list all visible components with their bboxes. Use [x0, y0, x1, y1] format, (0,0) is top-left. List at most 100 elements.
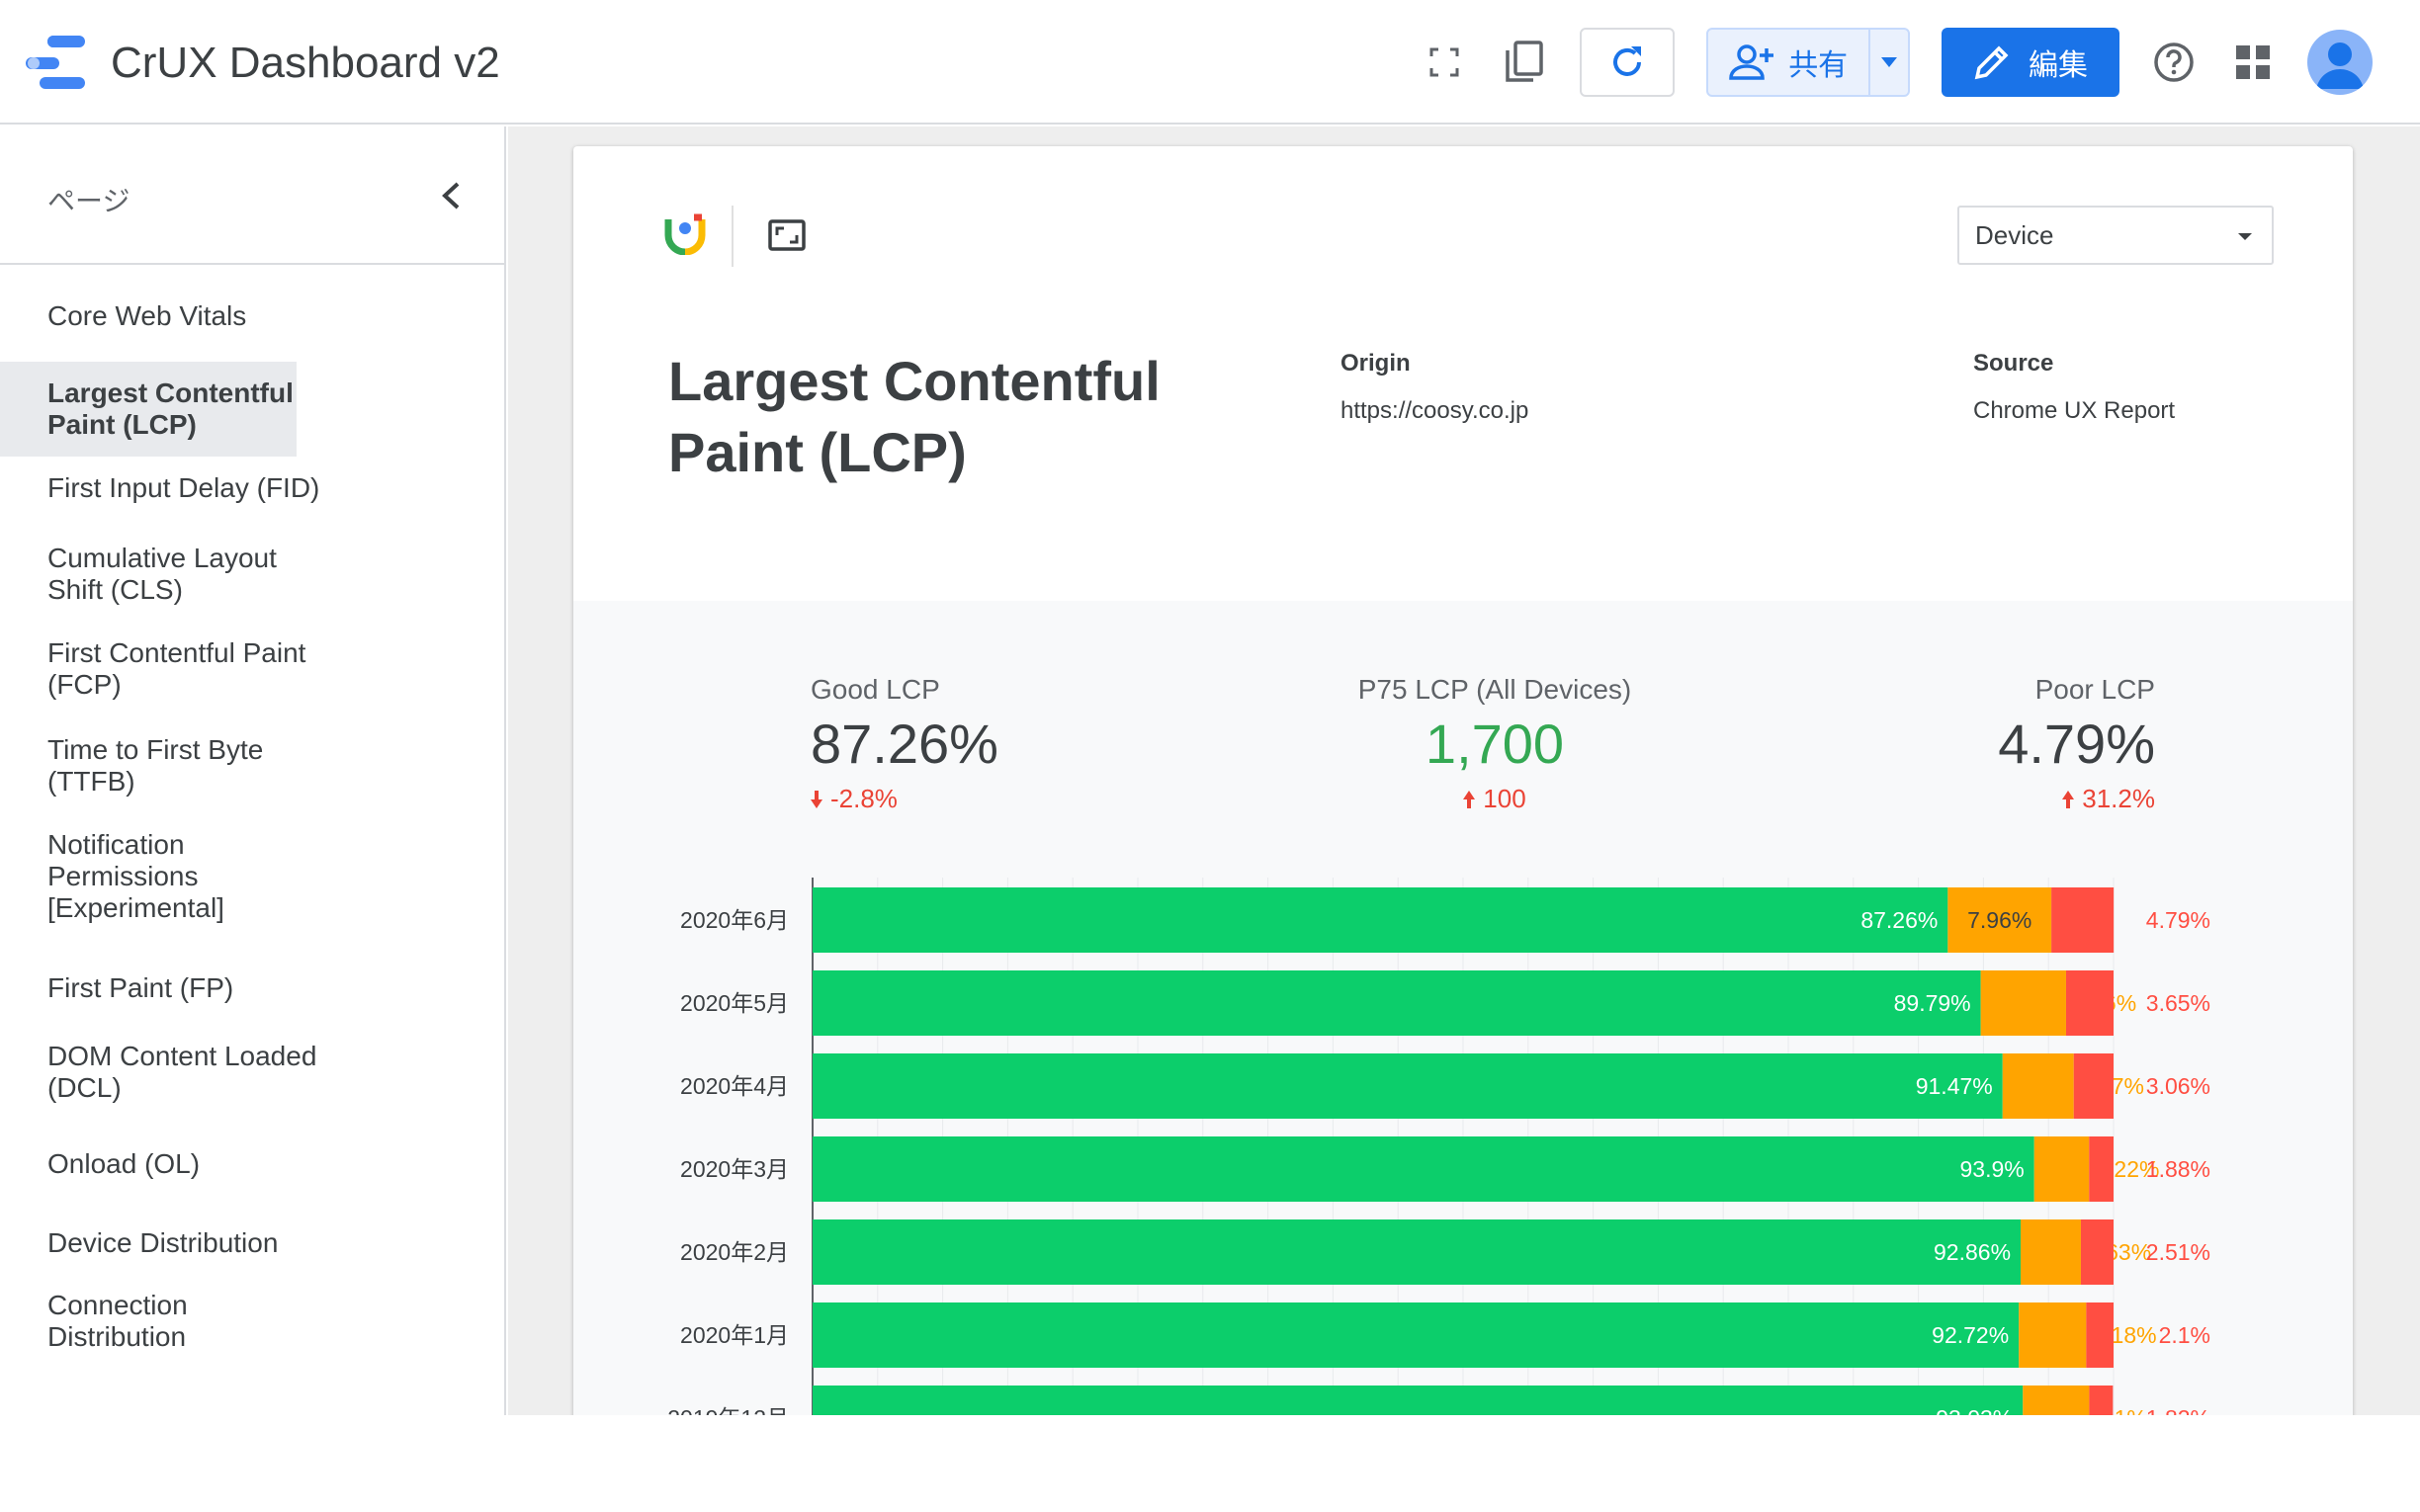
page-item-label: Cumulative Layout Shift (CLS)	[47, 543, 277, 605]
data-label: 1.82%	[2146, 1405, 2210, 1415]
bar-segment	[813, 1053, 2003, 1119]
kpi-delta: -2.8%	[811, 784, 998, 814]
data-label: 89.79%	[1894, 990, 1971, 1016]
data-label: 4.79%	[2146, 907, 2210, 933]
data-label: 87.26%	[1860, 907, 1938, 933]
kpi-poor-lcp: Poor LCP 4.79% 31.2%	[1898, 674, 2155, 814]
page-item-dcl[interactable]: DOM Content Loaded (DCL)	[0, 1040, 504, 1105]
data-studio-logo	[26, 36, 85, 89]
kpi-delta: 100	[1346, 784, 1643, 814]
category-label: 2020年4月	[680, 1073, 789, 1099]
bar-segment	[2033, 1136, 2090, 1202]
lcp-distribution-chart: 2020年6月87.26%7.96%4.79%2020年5月89.79%6.56…	[667, 878, 2210, 1415]
page-item-ttfb[interactable]: Time to First Byte (TTFB)	[0, 733, 504, 798]
report-name[interactable]: CrUX Dashboard v2	[111, 39, 500, 87]
page-item-label: First Input Delay (FID)	[47, 472, 320, 503]
share-button[interactable]: 共有	[1706, 28, 1910, 97]
pencil-icon	[1974, 45, 2009, 80]
arrow-up-icon	[2062, 790, 2075, 808]
bar-segment	[2086, 1302, 2114, 1368]
report-canvas[interactable]: Device Largest Contentful Paint (LCP) Or…	[508, 126, 2420, 1415]
bar-segment	[2002, 1053, 2074, 1119]
edit-button[interactable]: 編集	[1942, 28, 2119, 97]
bar-segment	[2089, 1136, 2114, 1202]
bar-segment	[813, 1302, 2020, 1368]
page-item-label: Time to First Byte (TTFB)	[47, 734, 264, 797]
aspect-ratio-icon[interactable]	[767, 215, 807, 255]
kpi-p75-lcp: P75 LCP (All Devices) 1,700 100	[1346, 674, 1643, 814]
bar-segment	[813, 1386, 2024, 1415]
page-item-label: Core Web Vitals	[47, 300, 247, 331]
chevron-left-icon	[442, 182, 460, 210]
bar-segment	[2019, 1302, 2087, 1368]
page-item-label: First Contentful Paint (FCP)	[47, 637, 306, 700]
data-label: 3.06%	[2146, 1073, 2210, 1099]
add-person-icon	[1729, 44, 1774, 80]
source-value: Chrome UX Report	[1973, 397, 2176, 424]
page-item-core-web-vitals[interactable]: Core Web Vitals	[0, 294, 504, 338]
kpi-delta-value: -2.8%	[830, 784, 898, 813]
page-item-fid[interactable]: First Input Delay (FID)	[0, 466, 504, 510]
data-label: 3.65%	[2146, 990, 2210, 1016]
category-label: 2020年5月	[680, 990, 789, 1016]
data-label: 92.72%	[1932, 1322, 2009, 1348]
data-label: 1.88%	[2146, 1156, 2210, 1182]
report-title: Largest Contentful Paint (LCP)	[668, 350, 1161, 483]
page-item-device-distribution[interactable]: Device Distribution	[0, 1221, 504, 1265]
page-item-fcp[interactable]: First Contentful Paint (FCP)	[0, 636, 504, 702]
page-item-notification-permissions[interactable]: Notification Permissions [Experimental]	[0, 828, 504, 925]
page-item-fp[interactable]: First Paint (FP)	[0, 966, 504, 1010]
bar-segment	[2051, 887, 2115, 953]
bar-segment	[813, 887, 1948, 953]
page-item-connection-distribution[interactable]: Connection Distribution	[0, 1289, 504, 1354]
refresh-icon	[1613, 46, 1641, 76]
kpi-label: Poor LCP	[2034, 674, 2155, 705]
share-main[interactable]: 共有	[1708, 30, 1871, 95]
fullscreen-icon[interactable]	[1420, 38, 1469, 87]
page-item-onload[interactable]: Onload (OL)	[0, 1142, 504, 1186]
kpi-value: 1,700	[1425, 713, 1565, 775]
category-label: 2020年3月	[680, 1156, 789, 1182]
page-item-label: DOM Content Loaded (DCL)	[47, 1041, 317, 1103]
bar-segment	[2065, 970, 2114, 1036]
bar-segment	[813, 1219, 2022, 1285]
kpi-label: P75 LCP (All Devices)	[1357, 674, 1632, 705]
bar-segment	[2089, 1386, 2114, 1415]
page-item-label: First Paint (FP)	[47, 972, 234, 1003]
apps-grid-icon[interactable]	[2228, 38, 2278, 87]
bar-segment	[2073, 1053, 2114, 1119]
bar-segment	[813, 1136, 2034, 1202]
page-item-label: Notification Permissions [Experimental]	[47, 829, 224, 923]
category-label: 2019年12月	[667, 1405, 789, 1415]
page-item-label: Device Distribution	[47, 1227, 279, 1258]
help-icon[interactable]	[2149, 38, 2199, 87]
arrow-down-icon	[811, 790, 822, 808]
arrow-up-icon	[1463, 790, 1476, 808]
category-label: 2020年6月	[680, 907, 789, 933]
caret-down-icon	[2238, 233, 2252, 240]
page-item-cls[interactable]: Cumulative Layout Shift (CLS)	[0, 542, 504, 607]
collapse-panel-button[interactable]	[431, 176, 471, 215]
page-item-label: Largest Contentful Paint (LCP)	[47, 378, 294, 440]
share-dropdown[interactable]	[1870, 30, 1908, 95]
page-item-lcp[interactable]: Largest Contentful Paint (LCP)	[0, 362, 297, 457]
top-bar: CrUX Dashboard v2 共有 編集	[0, 0, 2420, 125]
kpi-good-lcp: Good LCP 87.26% -2.8%	[811, 674, 998, 814]
bar-segment	[813, 970, 1981, 1036]
data-label: 92.86%	[1934, 1239, 2011, 1265]
data-label: 93.9%	[1960, 1156, 2025, 1182]
device-select-value: Device	[1975, 219, 2054, 250]
kpi-delta: 31.2%	[1898, 784, 2155, 814]
device-filter-select[interactable]: Device	[1957, 206, 2274, 265]
refresh-button[interactable]	[1580, 28, 1675, 97]
bar-segment	[1947, 887, 2052, 953]
data-label: 93.03%	[1936, 1405, 2013, 1415]
kpi-label: Good LCP	[811, 674, 940, 705]
header-divider	[732, 206, 734, 267]
category-label: 2020年1月	[680, 1322, 789, 1348]
data-label: 91.47%	[1916, 1073, 1993, 1099]
origin-label: Origin	[1340, 350, 1411, 377]
copy-report-icon[interactable]	[1499, 38, 1548, 87]
account-avatar[interactable]	[2307, 30, 2373, 95]
source-label: Source	[1973, 350, 2054, 377]
